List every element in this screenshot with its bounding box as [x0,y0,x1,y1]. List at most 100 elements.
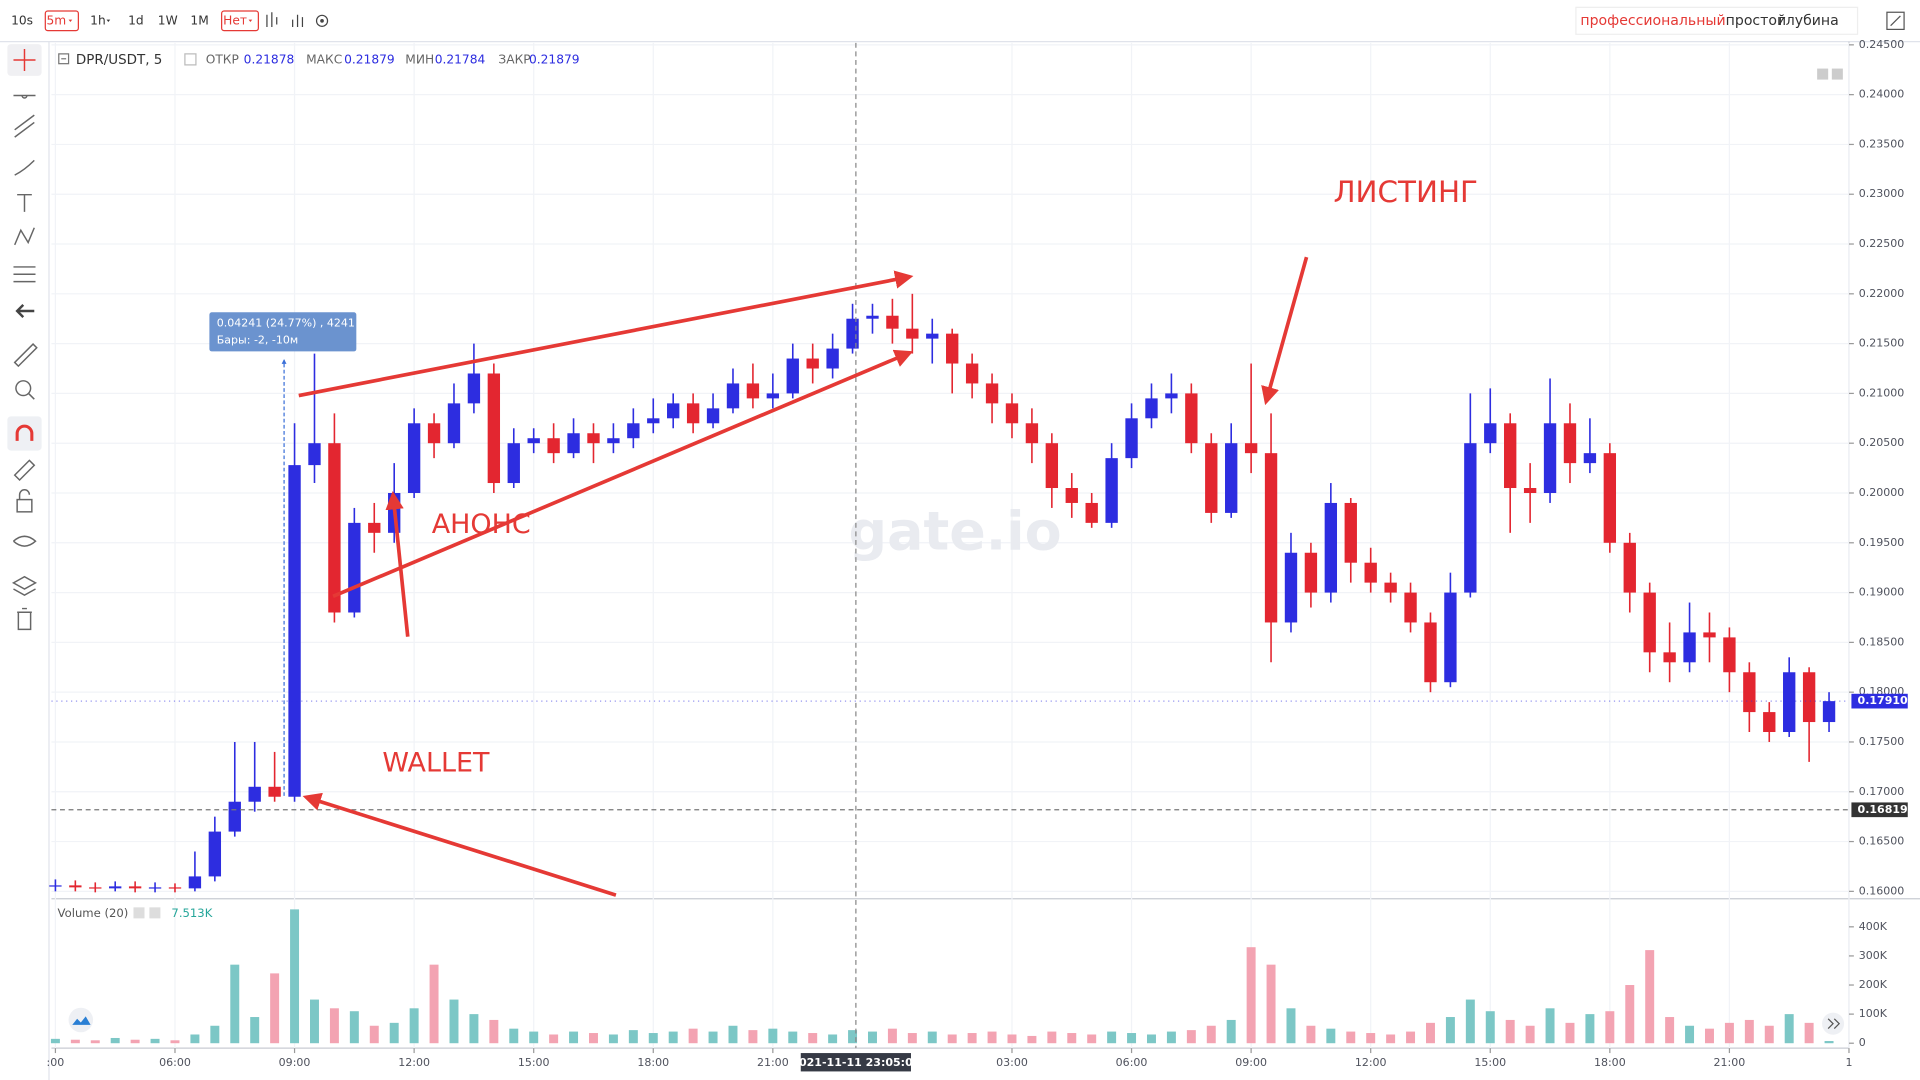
channel-lower-arrow [332,349,914,599]
reference-price-label: 0.16819 [1858,803,1908,816]
tool-brush[interactable] [14,159,35,176]
drawing-toolbar [7,44,42,631]
candle-body [1145,398,1158,419]
interval-selected[interactable] [44,10,79,32]
volume-bar [389,1022,399,1044]
volume-bar [250,1017,260,1044]
scroll-button[interactable] [1831,68,1843,80]
tool-back[interactable] [15,304,35,319]
view-switch [1575,6,1859,35]
tool-fibonacci[interactable] [13,266,36,283]
y-tick-label: 0.18500 [1859,635,1905,648]
tool-crosshair[interactable] [13,48,36,72]
volume-bar [130,1039,140,1044]
candle-body [348,522,361,613]
candle-body [288,465,301,797]
interval-button[interactable]: 1h [90,13,106,27]
candle-body [188,876,202,889]
last-price-label: 0.17910 [1858,694,1909,707]
tool-delete[interactable] [17,607,32,631]
dropdown-caret [248,19,253,23]
fullscreen-button[interactable] [1886,11,1905,30]
candle-body [1324,502,1338,593]
interval-button[interactable]: 1W [158,13,178,27]
interval-button[interactable]: 1M [190,13,208,27]
tool-zoom[interactable] [15,380,32,397]
candle-body [1822,701,1836,723]
tool-lock-drawings[interactable] [13,459,36,482]
volume-bar [1724,1022,1734,1044]
dropdown-caret [106,19,111,23]
tool-visibility[interactable] [12,535,37,547]
volume-remove[interactable] [149,907,161,919]
annotation-arrows [298,256,1309,897]
logo-button[interactable] [68,1007,94,1033]
volume-bar [788,1031,798,1044]
candle-body [926,333,939,339]
x-tick-label: 12:00 [1355,1056,1387,1069]
tool-ruler[interactable] [13,343,38,368]
measure-tooltip [209,312,357,352]
interval-button[interactable]: 10s [11,13,33,27]
measure-tool: 0.04241 (24.77%) , 4241 Бары: -2, -10м [209,312,357,796]
candle-body [1185,393,1198,444]
candle-body [1284,552,1298,623]
y-tick-label: 0.19000 [1859,586,1905,599]
volume-bar [688,1028,698,1044]
scroll-button[interactable] [1817,68,1829,80]
candle-body [1703,632,1716,638]
candle-body [1404,592,1417,623]
candle-body [667,403,680,419]
volume-bar [1386,1034,1396,1044]
tool-horizontal-line[interactable] [13,94,36,99]
candle-body [1643,592,1656,653]
volume-bar [1206,1025,1216,1044]
candle-body [1225,443,1238,513]
volume-bar [1585,1014,1595,1044]
settings-icon[interactable] [315,14,329,27]
candle-body [1484,423,1497,444]
candle-body [607,438,620,444]
volume-bar [50,1038,60,1044]
candle-body [1663,652,1676,663]
indicator-icon[interactable] [266,12,278,27]
tool-lock[interactable] [16,498,33,513]
volume-bar [230,964,240,1044]
volume-y-tick-label: 100K [1859,1007,1888,1020]
x-tick-label: 03:00 [996,1056,1028,1069]
candle-body [208,831,222,877]
candle-body [1763,712,1776,733]
symbol-legend: DPR/USDT, 5 ОТКР 0.21878 МАКС 0.21879 МИ… [58,53,1843,80]
tool-lock-shackle [18,489,31,500]
volume-bar [429,964,439,1044]
chart-type-icon[interactable] [292,14,304,27]
ohlc-value: 0.21878 [244,53,295,67]
volume-bar [449,999,459,1044]
interval-button[interactable]: 1d [128,13,144,27]
view-button[interactable]: простой [1726,13,1786,29]
tool-channel[interactable] [14,114,35,138]
tool-pattern[interactable] [14,227,35,246]
indicator-toggle-box[interactable] [221,10,259,32]
tool-layers[interactable] [11,575,38,596]
volume-settings[interactable] [133,907,145,919]
candle-body [248,786,261,802]
candle-body [427,423,441,444]
volume-y-tick-label: 400K [1859,920,1888,933]
collapse-button[interactable] [58,53,70,65]
candle-body [806,358,819,369]
interval-button[interactable]: 5m [46,13,66,27]
volume-bars [50,909,1834,1044]
announce-arrow [385,491,410,637]
view-button[interactable]: глубина [1778,13,1838,29]
tool-text[interactable] [17,193,32,212]
tool-magnet[interactable] [15,424,34,441]
indicator-toggle[interactable]: Нет [223,13,247,27]
candle-body [1683,632,1696,663]
settings-button[interactable] [184,53,197,66]
view-button[interactable]: профессиональный [1580,13,1725,29]
volume-bar [867,1031,877,1044]
volume-bar [70,1039,80,1044]
